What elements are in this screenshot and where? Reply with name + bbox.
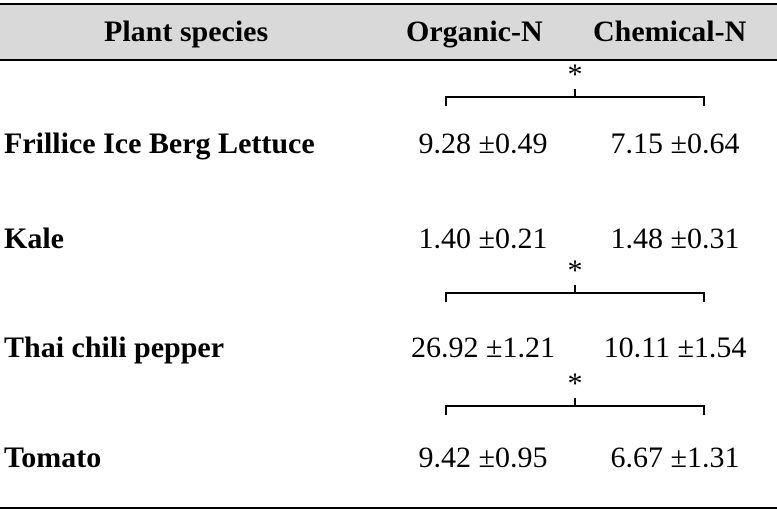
- organic-value: 1.40 ±0.21: [418, 222, 548, 255]
- table-header-rule: [0, 59, 777, 61]
- chemical-value: 6.67 ±1.31: [610, 441, 740, 474]
- bracket-icon: [445, 89, 705, 106]
- organic-value: 9.28 ±0.49: [418, 127, 548, 160]
- significance-asterisk: *: [567, 58, 583, 91]
- organic-value: 9.42 ±0.95: [418, 441, 548, 474]
- species-label: Tomato: [4, 441, 102, 474]
- species-label: Kale: [4, 222, 64, 255]
- chemical-value: 1.48 ±0.31: [610, 222, 740, 255]
- table-header-band: [0, 5, 777, 59]
- species-label: Thai chili pepper: [4, 331, 225, 364]
- bracket-icon: [445, 398, 705, 415]
- table-top-rule: [0, 3, 777, 5]
- significance-asterisk: *: [567, 254, 583, 287]
- header-organic-n: Organic-N: [406, 15, 543, 48]
- significance-bracket-tomato: *: [444, 369, 706, 415]
- chemical-value: 7.15 ±0.64: [610, 127, 740, 160]
- header-chemical-n: Chemical-N: [593, 15, 747, 48]
- species-label: Frillice Ice Berg Lettuce: [4, 127, 315, 160]
- significance-asterisk: *: [567, 367, 583, 400]
- significance-bracket-lettuce: *: [444, 60, 706, 106]
- organic-value: 26.92 ±1.21: [411, 331, 555, 364]
- header-plant-species: Plant species: [104, 15, 269, 48]
- chemical-value: 10.11 ±1.54: [603, 331, 747, 364]
- bracket-icon: [445, 285, 705, 302]
- table-bottom-rule: [0, 507, 777, 509]
- significance-bracket-chili: *: [444, 256, 706, 302]
